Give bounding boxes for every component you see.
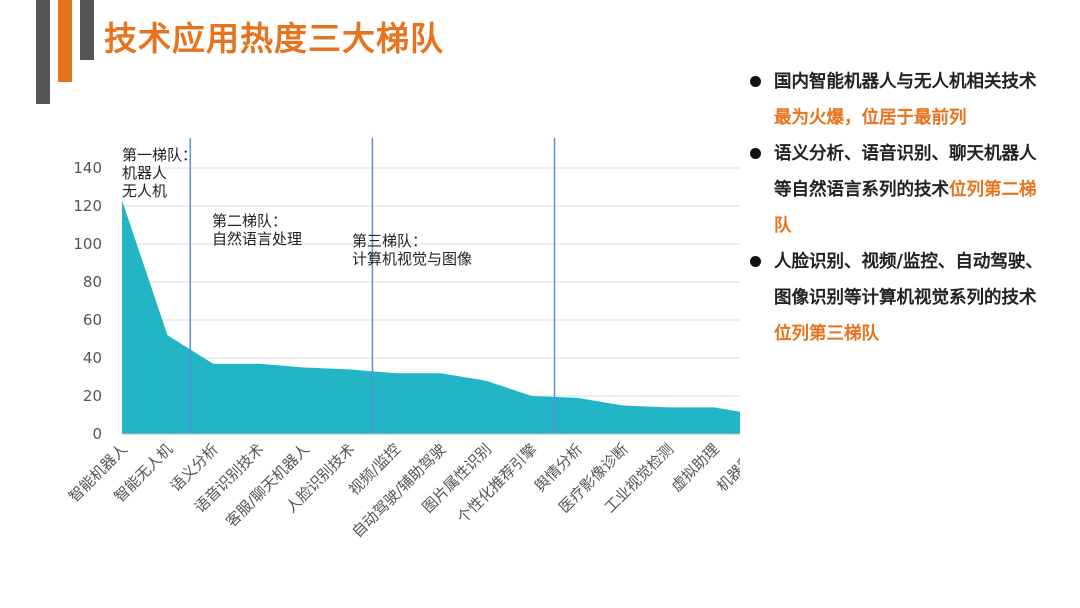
decor-bar-orange (58, 0, 72, 82)
y-tick-label: 40 (83, 349, 102, 367)
tier-chart: 020406080100120140智能机器人智能无人机语义分析语音识别技术客服… (65, 138, 740, 541)
area-series (122, 200, 740, 434)
x-tick-label: 个性化推荐引擎 (454, 440, 541, 527)
bullet-highlight: 位列第三梯队 (774, 324, 879, 344)
y-tick-label: 140 (73, 159, 102, 177)
y-tick-label: 0 (92, 425, 102, 443)
bullet-text: 语义分析、语音识别、聊天机器人等自然语言系列的技术 (774, 144, 1037, 200)
y-tick-label: 80 (83, 273, 102, 291)
decor-bar-dark (36, 0, 50, 104)
y-tick-label: 120 (73, 197, 102, 215)
bullet-highlight: 最为火爆，位居于最前列 (774, 108, 967, 128)
bullet-dot-icon (750, 76, 761, 87)
x-tick-label: 虚拟助理 (668, 440, 723, 495)
y-tick-label: 60 (83, 311, 102, 329)
bullet-highlight: 位列第二梯队 (774, 180, 1037, 236)
tier-label-2: 第二梯队： 自然语言处理 (212, 212, 303, 248)
y-tick-label: 100 (73, 235, 102, 253)
bullet-text: 国内智能机器人与无人机相关技术 (774, 72, 1037, 92)
bullet-item-2: 语义分析、语音识别、聊天机器人等自然语言系列的技术位列第二梯队 (748, 136, 1048, 244)
bullet-list: 国内智能机器人与无人机相关技术最为火爆，位居于最前列 语义分析、语音识别、聊天机… (748, 64, 1048, 352)
decor-bar-dark-2 (80, 0, 94, 60)
page-title: 技术应用热度三大梯队 (104, 19, 444, 58)
tier-label-3: 第三梯队： 计算机视觉与图像 (352, 232, 473, 268)
bullet-text: 人脸识别、视频/监控、自动驾驶、图像识别等计算机视觉系列的技术 (774, 252, 1043, 308)
y-tick-label: 20 (83, 387, 102, 405)
bullet-item-3: 人脸识别、视频/监控、自动驾驶、图像识别等计算机视觉系列的技术位列第三梯队 (748, 244, 1048, 352)
bullet-dot-icon (750, 148, 761, 159)
bullet-dot-icon (750, 256, 761, 267)
bullet-item-1: 国内智能机器人与无人机相关技术最为火爆，位居于最前列 (748, 64, 1048, 136)
tier-label-1: 第一梯队： 机器人 无人机 (122, 146, 198, 200)
